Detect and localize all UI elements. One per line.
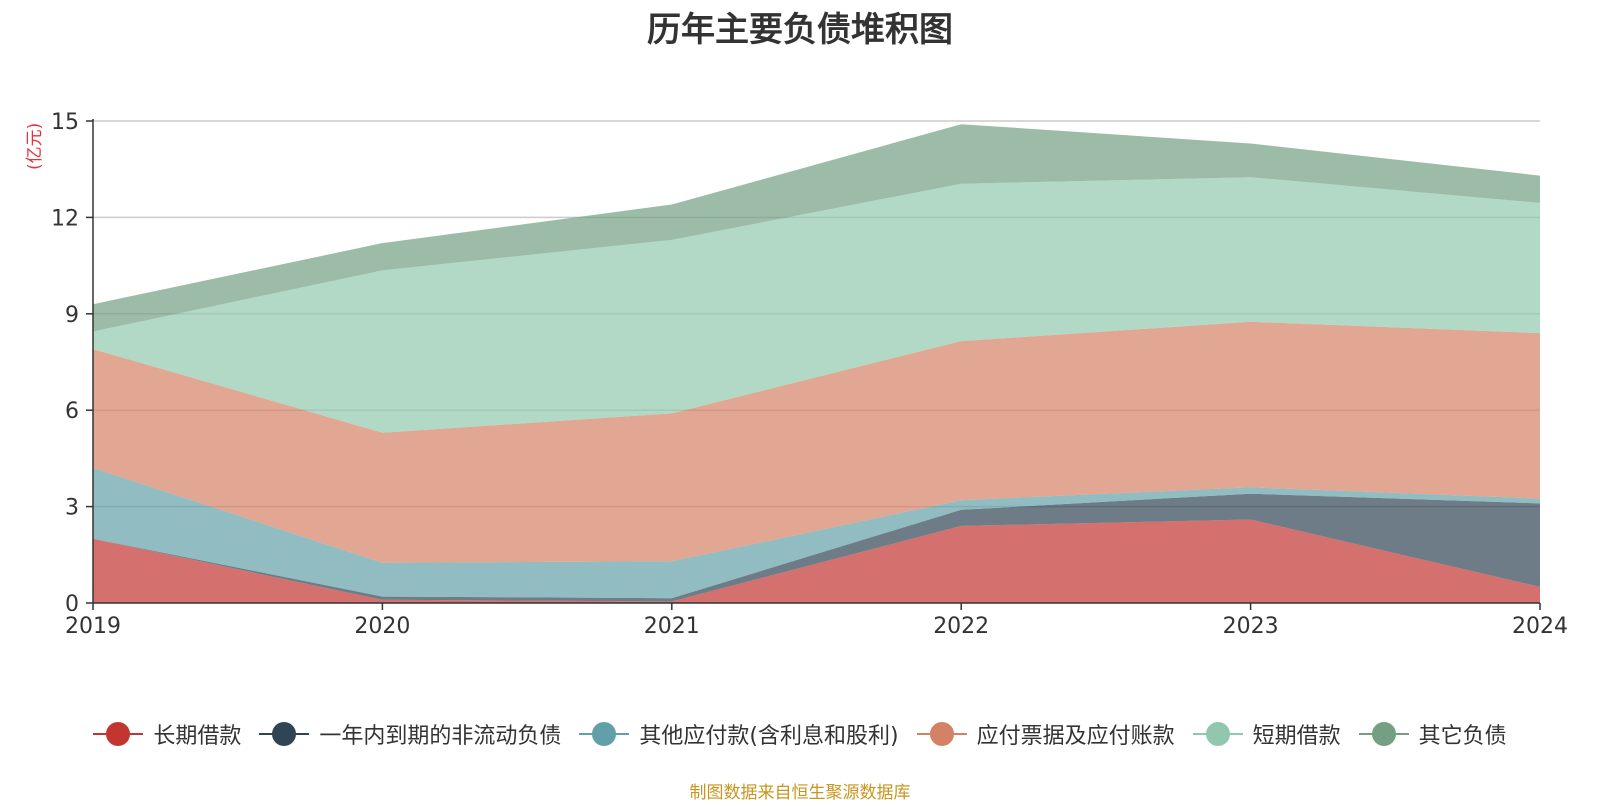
legend: 长期借款 一年内到期的非流动负债 其他应付款(含利息和股利) 应付票据及应付账款 短期借… (0, 718, 1600, 750)
x-tick-label-2023: 2023 (1223, 614, 1279, 639)
legend-label: 长期借款 (153, 724, 242, 749)
stacked-area-chart: 0 3 6 9 12 15 2019 2020 2021 2022 2023 2024 (51, 110, 1568, 639)
area-series-5 (93, 124, 1540, 332)
y-tick-label-15: 15 (51, 110, 79, 135)
legend-marker-icon (916, 722, 967, 746)
x-tick-label-2022: 2022 (933, 614, 989, 639)
y-tick-label-12: 12 (51, 206, 79, 231)
legend-marker-icon (579, 722, 630, 746)
legend-item-3[interactable]: 应付票据及应付账款 (916, 718, 1175, 750)
legend-item-1[interactable]: 一年内到期的非流动负债 (259, 718, 561, 750)
legend-label: 一年内到期的非流动负债 (319, 724, 562, 749)
axes: 0 3 6 9 12 15 2019 2020 2021 2022 2023 2024 (51, 110, 1568, 639)
legend-item-0[interactable]: 长期借款 (93, 718, 241, 750)
area-series (93, 124, 1540, 603)
x-tick-label-2020: 2020 (354, 614, 410, 639)
y-tick-label-0: 0 (65, 592, 79, 617)
legend-marker-icon (1358, 722, 1409, 746)
y-tick-label-6: 6 (65, 399, 79, 424)
legend-label: 其他应付款(含利息和股利) (639, 724, 899, 749)
area-series-3 (93, 321, 1540, 563)
y-tick-label-3: 3 (65, 496, 79, 521)
legend-label: 应付票据及应付账款 (976, 724, 1175, 749)
legend-item-2[interactable]: 其他应付款(含利息和股利) (579, 718, 899, 750)
x-tick-label-2021: 2021 (644, 614, 700, 639)
area-series-0 (93, 519, 1540, 603)
x-tick-label-2019: 2019 (65, 614, 121, 639)
x-tick-label-2024: 2024 (1512, 614, 1568, 639)
chart-title: 历年主要负债堆积图 (647, 10, 953, 50)
area-series-4 (93, 177, 1540, 433)
legend-label: 其它负债 (1418, 724, 1507, 749)
area-series-1 (93, 493, 1540, 602)
area-series-2 (93, 468, 1540, 599)
legend-marker-icon (1192, 722, 1243, 746)
legend-item-4[interactable]: 短期借款 (1192, 718, 1341, 750)
legend-item-5[interactable]: 其它负债 (1358, 718, 1507, 750)
legend-marker-icon (259, 722, 310, 746)
y-tick-label-9: 9 (65, 303, 79, 328)
legend-marker-icon (93, 722, 144, 746)
data-source-note: 制图数据来自恒生聚源数据库 (689, 783, 911, 803)
legend-label: 短期借款 (1252, 724, 1341, 749)
